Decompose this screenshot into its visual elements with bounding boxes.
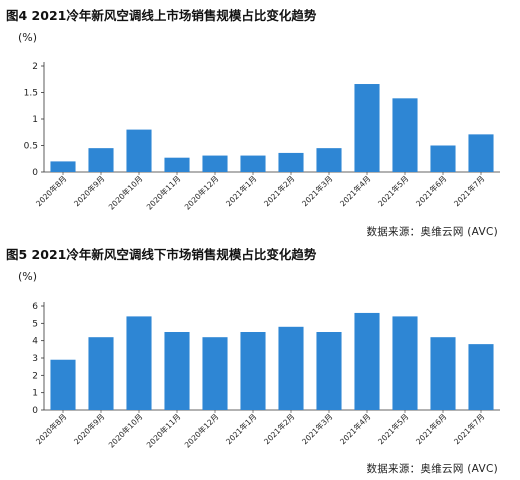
category-label: 2020年12月 (182, 173, 220, 211)
category-label: 2021年7月 (452, 411, 487, 446)
bar (126, 129, 152, 172)
bar (354, 84, 380, 172)
bar (430, 145, 456, 172)
category-label: 2021年2月 (262, 173, 297, 208)
y-tick-label: 4 (32, 337, 38, 347)
bar (278, 326, 304, 410)
y-tick-label: 0 (32, 168, 38, 178)
y-tick-label: 2 (32, 371, 38, 381)
category-label: 2021年5月 (376, 173, 411, 208)
bar (50, 161, 76, 172)
category-label: 2020年12月 (182, 411, 220, 449)
category-label: 2021年2月 (262, 411, 297, 446)
y-tick-label: 6 (32, 302, 38, 312)
bar (164, 157, 190, 172)
bar (278, 152, 304, 172)
y-tick-label: 0.5 (24, 142, 38, 152)
bar (202, 155, 228, 172)
bar (126, 316, 152, 410)
category-label: 2020年10月 (106, 173, 144, 211)
bar (430, 337, 456, 410)
category-label: 2020年11月 (144, 173, 182, 211)
category-label: 2021年5月 (376, 411, 411, 446)
bar (316, 148, 342, 172)
bar (50, 359, 76, 410)
category-label: 2020年10月 (106, 411, 144, 449)
bar (88, 337, 114, 410)
y-tick-label: 2 (32, 62, 38, 72)
y-tick-label: 1.5 (24, 89, 38, 99)
bar (392, 98, 418, 172)
bar (88, 148, 114, 172)
bar (468, 134, 494, 172)
category-label: 2021年1月 (224, 173, 259, 208)
data-source-label: 数据来源：奥维云网 (AVC) (366, 226, 498, 238)
bar (202, 337, 228, 410)
category-label: 2021年6月 (414, 173, 449, 208)
bar (316, 332, 342, 410)
bar (468, 344, 494, 410)
category-label: 2020年9月 (72, 173, 107, 208)
category-label: 2021年4月 (338, 173, 373, 208)
data-source-label: 数据来源：奥维云网 (AVC) (366, 463, 498, 475)
chart-title: 图5 2021冷年新风空调线下市场销售规模占比变化趋势 (6, 247, 317, 262)
category-label: 2021年7月 (452, 173, 487, 208)
category-label: 2021年1月 (224, 411, 259, 446)
y-tick-label: 1 (32, 115, 38, 125)
bar (392, 316, 418, 410)
y-tick-label: 5 (32, 319, 38, 329)
chart-online-share: 图4 2021冷年新风空调线上市场销售规模占比变化趋势 (%) 0 0.5 1 1.5… (6, 8, 500, 238)
y-axis-unit-label: (%) (18, 270, 38, 283)
category-label: 2020年11月 (144, 411, 182, 449)
chart-offline-share: 图5 2021冷年新风空调线下市场销售规模占比变化趋势 (%) 0 1 2 3 4 5 6 2… (0, 240, 520, 480)
bar (354, 312, 380, 410)
y-axis-unit-label: (%) (18, 31, 38, 44)
category-label: 2020年8月 (34, 173, 69, 208)
chart-title: 图4 2021冷年新风空调线上市场销售规模占比变化趋势 (6, 8, 317, 23)
category-label: 2020年8月 (34, 411, 69, 446)
category-label: 2021年3月 (300, 411, 335, 446)
category-label: 2021年6月 (414, 411, 449, 446)
bar (164, 332, 190, 410)
y-tick-label: 3 (32, 354, 38, 364)
bar (240, 332, 266, 410)
category-label: 2021年3月 (300, 173, 335, 208)
y-tick-label: 0 (32, 406, 38, 416)
bar (240, 155, 266, 172)
category-label: 2020年9月 (72, 411, 107, 446)
y-tick-label: 1 (32, 389, 38, 399)
category-label: 2021年4月 (338, 411, 373, 446)
